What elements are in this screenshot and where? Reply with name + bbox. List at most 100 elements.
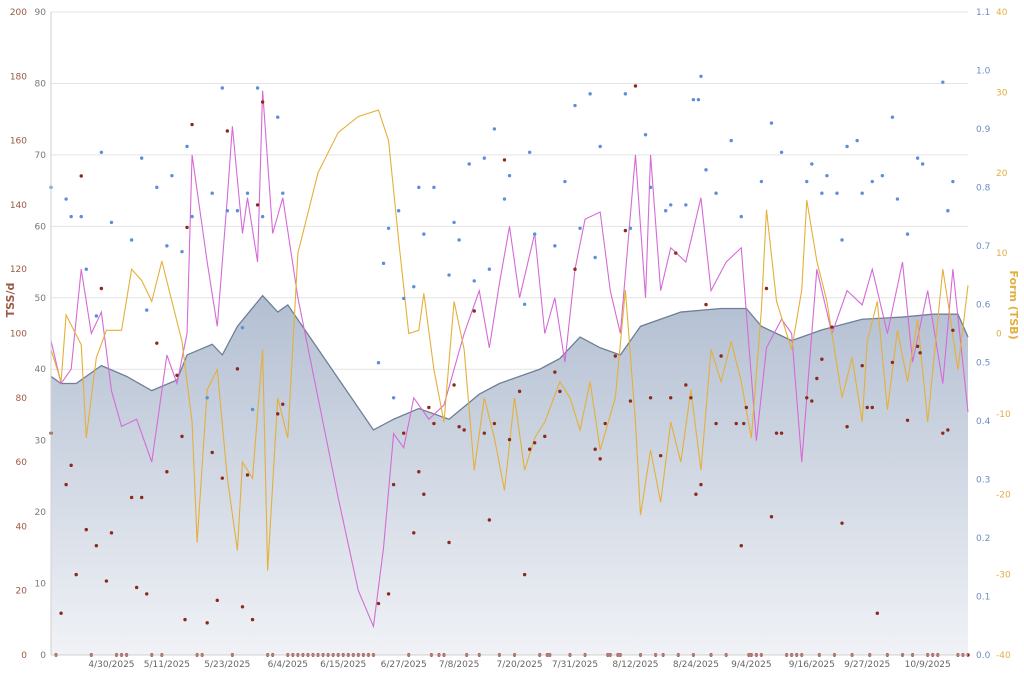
tss-point: [104, 579, 109, 583]
x-axis-tick: 9/27/2025: [844, 660, 890, 670]
intensity-point: [376, 361, 381, 365]
tss-point: [109, 531, 114, 535]
intensity-point: [447, 273, 451, 277]
tss-point: [235, 367, 240, 371]
fatigue-line: [50, 90, 969, 629]
tss-point: [180, 434, 184, 439]
intensity-point: [946, 209, 950, 213]
load-axis-tick: 30: [35, 437, 47, 447]
tss-point: [860, 363, 864, 368]
intensity-point: [845, 144, 849, 149]
tss-point: [558, 389, 562, 394]
intensity-point: [648, 185, 653, 190]
x-axis-tick: 7/8/2025: [439, 660, 479, 670]
tss-point: [628, 399, 633, 403]
tss-point: [59, 611, 63, 615]
intensity-point: [598, 144, 602, 149]
x-axis-tick: 5/11/2025: [144, 660, 190, 670]
tss-point: [714, 421, 718, 426]
x-axis-tick: 10/9/2025: [905, 660, 951, 670]
intensity-axis-tick: 0.3: [976, 476, 990, 486]
intensity-point: [840, 238, 844, 242]
intensity-point: [820, 191, 824, 195]
series-dots: [49, 74, 970, 657]
tss-point: [527, 447, 532, 451]
tss-point: [918, 351, 922, 355]
intensity-point: [422, 232, 426, 236]
tss-point: [502, 158, 507, 162]
tss-point: [139, 495, 144, 500]
x-axis-tick: 4/30/2025: [88, 660, 134, 670]
tss-point: [129, 495, 134, 500]
intensity-point: [129, 238, 134, 242]
tss-point: [240, 605, 245, 609]
x-axis-tick: 6/4/2025: [268, 660, 308, 670]
x-axis-tick: 5/23/2025: [204, 660, 250, 670]
intensity-point: [205, 396, 209, 400]
tss-point: [155, 341, 159, 345]
tss-point: [145, 592, 149, 596]
intensity-point: [240, 325, 245, 330]
fitness-line: [50, 294, 969, 431]
intensity-point: [94, 314, 99, 318]
tss-point: [774, 431, 779, 435]
tss-point: [805, 396, 809, 400]
intensity-axis-tick: 0.0: [976, 651, 991, 661]
intensity-point: [185, 144, 189, 149]
form-axis-tick: 40: [996, 8, 1008, 18]
intensity-point: [779, 150, 784, 154]
tss-point: [401, 431, 406, 435]
intensity-point: [669, 203, 673, 207]
tss-point: [870, 405, 874, 410]
tss-axis-tick: 100: [10, 330, 27, 340]
intensity-point: [281, 191, 285, 195]
tss-axis-tick: 40: [16, 522, 28, 532]
intensity-point: [663, 209, 668, 213]
tss-point: [215, 598, 219, 603]
intensity-axis-tick: 0.1: [976, 593, 990, 603]
intensity-point: [482, 156, 487, 160]
tss-point: [472, 309, 476, 313]
intensity-point: [84, 267, 88, 271]
tss-point: [739, 543, 743, 548]
x-axis-tick: 8/12/2025: [612, 660, 658, 670]
intensity-point: [915, 156, 920, 160]
intensity-point: [825, 173, 829, 178]
tss-point: [840, 521, 844, 525]
intensity-point: [64, 197, 68, 201]
load-axis-tick: 60: [35, 222, 47, 232]
tss-point: [74, 572, 78, 577]
intensity-axis-tick: 0.5: [976, 359, 990, 369]
fitness-area-fill: [51, 295, 968, 655]
intensity-point: [805, 179, 809, 184]
tss-point: [134, 585, 139, 590]
intensity-point: [190, 214, 194, 219]
tss-point: [769, 515, 774, 519]
load-axis-tick: 70: [35, 151, 47, 161]
tss-point: [432, 421, 436, 426]
intensity-point: [502, 197, 507, 201]
tss-point: [376, 601, 381, 606]
form-line: [50, 109, 969, 571]
tss-point: [422, 492, 426, 496]
intensity-point: [145, 308, 149, 312]
tss-axis-tick: 20: [16, 587, 28, 597]
intensity-point: [412, 285, 416, 289]
intensity-point: [69, 214, 73, 219]
tss-point: [764, 286, 769, 291]
intensity-point: [835, 191, 839, 195]
x-axis-tick: 8/24/2025: [673, 660, 719, 670]
tss-point: [674, 251, 678, 255]
load-axis-tick: 20: [35, 508, 47, 518]
tss-point: [447, 540, 451, 545]
intensity-point: [170, 173, 174, 178]
intensity-point: [739, 214, 743, 219]
intensity-axis-tick: 0.8: [976, 183, 991, 193]
intensity-point: [941, 80, 945, 84]
intensity-axis-tick: 1.1: [976, 8, 990, 18]
tss-point: [250, 617, 255, 622]
tss-point: [165, 470, 169, 474]
form-axis-tick: -20: [996, 490, 1011, 500]
series-lines: [50, 90, 969, 629]
tss-point: [532, 441, 537, 445]
